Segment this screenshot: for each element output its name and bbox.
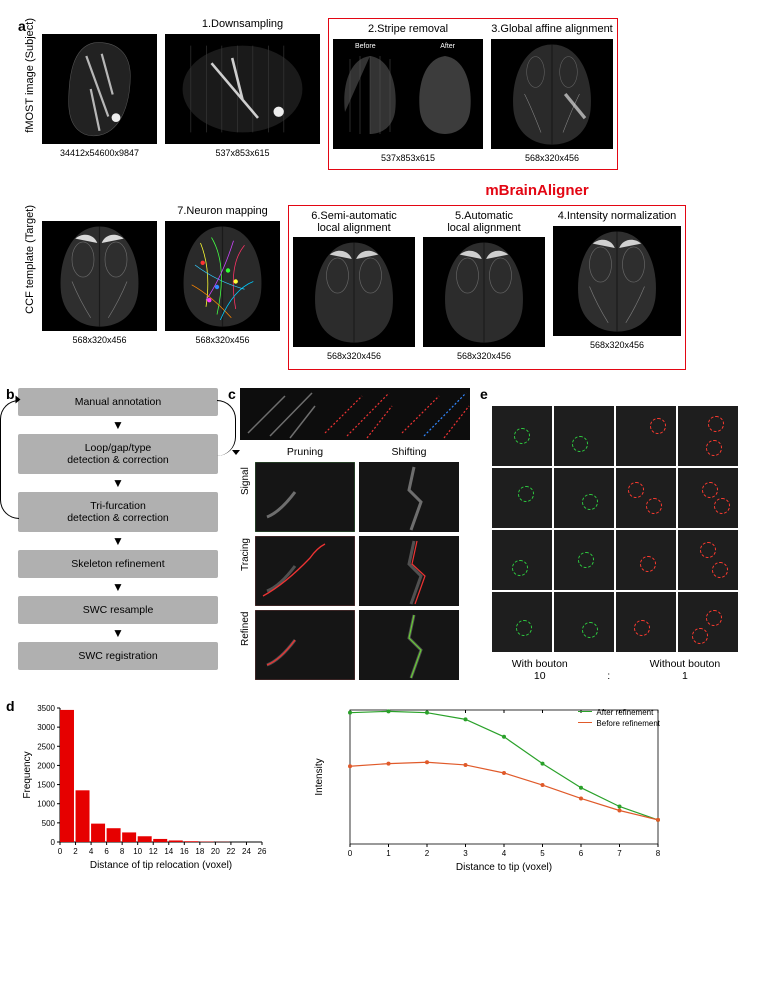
svg-text:20: 20 [211, 847, 220, 856]
svg-text:10: 10 [133, 847, 142, 856]
target-vlabel: CCF template (Target) [24, 205, 36, 314]
panel-d: d 05001000150020002500300035000246810121… [18, 702, 756, 877]
svg-text:22: 22 [226, 847, 235, 856]
flow-step: SWC resample [18, 596, 218, 624]
svg-text:2000: 2000 [37, 761, 55, 770]
svg-text:18: 18 [195, 847, 204, 856]
svg-text:26: 26 [258, 847, 267, 856]
histogram: 0500100015002000250030003500024681012141… [18, 702, 268, 877]
svg-text:14: 14 [164, 847, 173, 856]
svg-text:7: 7 [617, 849, 622, 858]
panel-e-label: e [480, 386, 488, 402]
c-col-shifting: Shifting [359, 446, 459, 458]
svg-text:Frequency: Frequency [22, 751, 33, 798]
panel-e: e With bouton10 [492, 388, 740, 682]
svg-text:8: 8 [656, 849, 661, 858]
svg-text:16: 16 [180, 847, 189, 856]
e-ratio-with: 10 [512, 670, 568, 682]
step-intensity-norm: 4.Intensity normalization 568x320x456 [553, 210, 681, 361]
svg-text:2500: 2500 [37, 742, 55, 751]
c-row-signal: Signal [240, 446, 251, 516]
svg-text:2: 2 [73, 847, 78, 856]
flow-step: Skeleton refinement [18, 550, 218, 578]
panel-c-label: c [228, 386, 236, 402]
svg-text:2: 2 [425, 849, 430, 858]
svg-text:6: 6 [579, 849, 584, 858]
step-neuron-mapping: 7.Neuron mapping 568x320x456 [165, 205, 280, 345]
c-col-pruning: Pruning [255, 446, 355, 458]
c-row-refined: Refined [240, 594, 251, 664]
panel-b: b Manual annotation▼Loop/gap/type detect… [18, 388, 218, 674]
step-ccf: 568x320x456 [42, 205, 157, 345]
panel-c: c Signal Tracing Refined Pruning [240, 388, 470, 684]
panel-b-label: b [6, 386, 15, 402]
e-ratio-without: 1 [650, 670, 721, 682]
mbrainaligner-title: mBrainAligner [318, 182, 756, 199]
step-auto-local: 5.Automatic local alignment 568x320x456 [423, 210, 545, 361]
panel-d-label: d [6, 698, 15, 714]
linechart: 0 1 2 3 4 5 6 7 8 Intensity Distance to tip (voxel… [308, 702, 668, 877]
e-grid [492, 406, 740, 652]
e-without-label: Without bouton [650, 658, 721, 670]
step-semi-auto: 6.Semi-automatic local alignment 568x320… [293, 210, 415, 361]
svg-text:0: 0 [58, 847, 63, 856]
svg-text:3: 3 [463, 849, 468, 858]
svg-text:0: 0 [348, 849, 353, 858]
svg-text:500: 500 [42, 819, 56, 828]
step-original: 34412x54600x9847 [42, 18, 157, 158]
svg-text:8: 8 [120, 847, 125, 856]
svg-text:Intensity: Intensity [314, 758, 325, 795]
step-global-affine: 3.Global affine alignment 568x320x456 [491, 23, 613, 163]
svg-text:Distance of tip relocation (vo: Distance of tip relocation (voxel) [90, 860, 232, 871]
step-downsampling: 1.Downsampling 537x853x615 [165, 18, 320, 158]
subject-vlabel: fMOST image (Subject) [24, 18, 36, 133]
flow-step: SWC registration [18, 642, 218, 670]
svg-text:1500: 1500 [37, 781, 55, 790]
svg-text:3500: 3500 [37, 704, 55, 713]
svg-text:12: 12 [149, 847, 158, 856]
svg-text:0: 0 [51, 838, 56, 847]
flow-step: Loop/gap/type detection & correction [18, 434, 218, 474]
mbrainaligner-box-bot: 6.Semi-automatic local alignment 568x320… [288, 205, 686, 370]
svg-text:6: 6 [104, 847, 109, 856]
c-row-tracing: Tracing [240, 520, 251, 590]
svg-text:5: 5 [540, 849, 545, 858]
flowchart: Manual annotation▼Loop/gap/type detectio… [18, 388, 218, 670]
flow-step: Manual annotation [18, 388, 218, 416]
panel-c-top-image [240, 388, 470, 440]
e-with-label: With bouton [512, 658, 568, 670]
svg-text:4: 4 [502, 849, 507, 858]
svg-text:3000: 3000 [37, 723, 55, 732]
svg-text:24: 24 [242, 847, 251, 856]
e-ratio-sep: : [607, 670, 610, 682]
mbrainaligner-box-top: 2.Stripe removal Before After 537x853x61… [328, 18, 618, 170]
svg-text:1: 1 [386, 849, 391, 858]
step-stripe-removal: 2.Stripe removal Before After 537x853x61… [333, 23, 483, 163]
svg-text:Distance to tip (voxel): Distance to tip (voxel) [456, 862, 552, 872]
svg-text:4: 4 [89, 847, 94, 856]
svg-text:1000: 1000 [37, 800, 55, 809]
flow-step: Tri-furcation detection & correction [18, 492, 218, 532]
